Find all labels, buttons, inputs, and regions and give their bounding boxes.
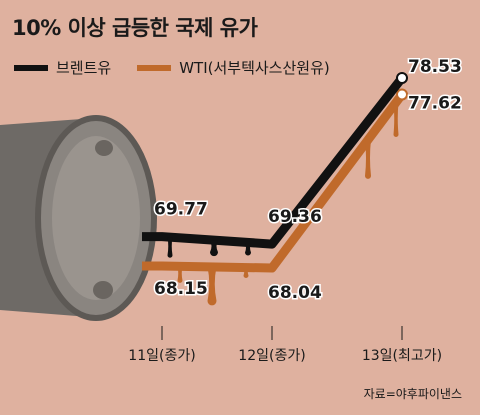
legend-swatch-wti [137, 64, 172, 71]
oil-drip-7 [393, 102, 399, 137]
oil-barrel-illustration [0, 115, 157, 321]
oil-drip-4 [207, 266, 217, 306]
data-label-1-1: 68.04 [268, 283, 322, 303]
oil-drip-6 [365, 139, 371, 179]
legend: 브렌트유 WTI(서부텍사스산원유) [14, 57, 356, 78]
series-end-marker-1 [396, 88, 408, 101]
data-label-1-2: 77.62 [408, 93, 462, 113]
legend-label-wti: WTI(서부텍사스산원유) [179, 59, 330, 77]
x-tick-label-2: 13일(최고가) [362, 348, 442, 364]
legend-swatch-brent [14, 64, 48, 71]
data-label-1-0: 68.15 [154, 279, 208, 299]
source-note: 자료=야후파이낸스 [363, 387, 462, 401]
data-label-0-1: 69.36 [268, 207, 322, 227]
oil-drip-5 [243, 267, 249, 279]
oil-drip-1 [210, 240, 218, 257]
legend-item-wti: WTI(서부텍사스산원유) [137, 57, 330, 78]
oil-drip-3 [177, 266, 183, 283]
legend-label-brent: 브렌트유 [56, 59, 112, 77]
chart-title: 10% 이상 급등한 국제 유가 [12, 16, 258, 40]
oil-drip-0 [167, 237, 173, 258]
x-tick-label-0: 11일(종가) [128, 348, 195, 364]
data-label-0-0: 69.77 [154, 200, 208, 220]
oil-drip-2 [245, 242, 251, 256]
series-end-marker-0 [396, 72, 408, 84]
series-line-1 [142, 91, 406, 273]
data-label-0-2: 78.53 [408, 57, 462, 77]
legend-item-brent: 브렌트유 [14, 57, 111, 78]
x-tick-label-1: 12일(종가) [238, 348, 305, 364]
